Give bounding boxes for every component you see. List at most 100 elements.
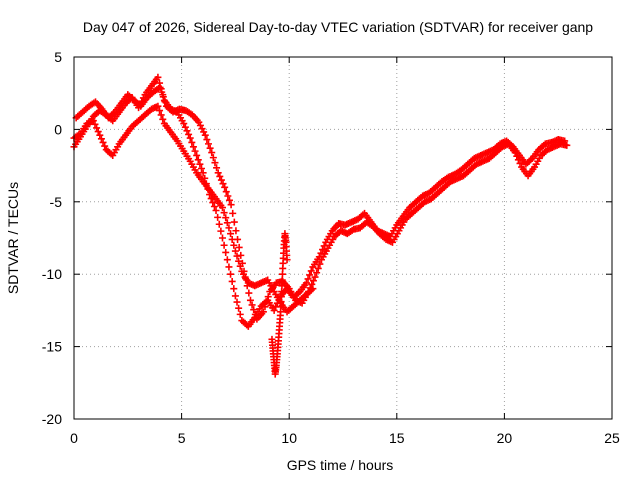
data-point-interp-track-a (233, 298, 241, 306)
data-point-track-a (180, 120, 188, 128)
data-point-interp-track-b (261, 303, 269, 311)
data-point-interp-track-a (319, 246, 327, 254)
data-point-track-c (309, 285, 317, 293)
data-point-track-c (231, 247, 239, 255)
data-point-interp-track-c (94, 128, 102, 136)
data-point-track-a (193, 151, 201, 159)
data-point-interp-track-b (217, 176, 225, 184)
data-point-interp-track-c (228, 235, 236, 243)
data-point-interp-track-c (156, 107, 164, 115)
data-point-interp-track-b (264, 293, 272, 301)
x-tick-label: 5 (178, 430, 186, 446)
data-point-interp-track-b (513, 152, 521, 160)
chart-title: Day 047 of 2026, Sidereal Day-to-day VTE… (83, 19, 593, 35)
x-axis-label: GPS time / hours (287, 457, 394, 473)
data-point-interp-track-c (91, 120, 99, 128)
data-point-interp-track-a (194, 156, 202, 164)
data-point-interp-track-a (198, 164, 206, 172)
data-point-interp-track-c (99, 138, 107, 146)
data-point-interp-track-c (222, 214, 230, 222)
data-point-interp-track-c (233, 252, 241, 260)
data-point-interp-track-a (304, 275, 312, 283)
data-point-interp-track-b (211, 159, 219, 167)
data-point-track-c (89, 117, 97, 125)
data-point-track-a (212, 206, 220, 214)
plot-frame (73, 56, 613, 420)
data-point-interp-track-b (203, 136, 211, 144)
data-point-interp-track-a (215, 220, 223, 228)
data-point-interp-track-c (227, 230, 235, 238)
data-point-interp-track-a (220, 241, 228, 249)
data-point-interp-track-b (316, 260, 324, 268)
data-point-interp-track-c (97, 135, 105, 143)
data-point-track-b (201, 131, 209, 139)
data-point-interp-track-a (307, 267, 315, 275)
data-point-interp-track-a (217, 227, 225, 235)
data-point-interp-track-b (206, 144, 214, 152)
data-point-track-a (225, 263, 233, 271)
data-point-interp-track-c (101, 142, 109, 150)
data-point-interp-track-c (236, 262, 244, 270)
data-point-interp-track-b (205, 140, 212, 148)
data-point-interp-track-b (235, 243, 243, 251)
data-point-interp-track-c (93, 124, 101, 132)
data-point-interp-track-b (229, 209, 237, 217)
data-point-interp-track-b (232, 227, 240, 235)
x-tick-label: 10 (281, 430, 297, 446)
y-tick-label: -5 (50, 194, 63, 210)
data-point-track-a (199, 169, 207, 177)
x-tick-label: 25 (604, 430, 620, 446)
data-point-interp-track-c (157, 111, 165, 119)
data-point-interp-track-a (235, 304, 243, 312)
data-point-interp-track-b (313, 269, 321, 277)
data-point-interp-track-c (223, 219, 231, 227)
y-tick-label: 0 (54, 121, 62, 137)
data-point-interp-track-b (213, 164, 221, 172)
data-point-track-a (186, 134, 194, 142)
data-point-track-b (227, 201, 235, 209)
data-point-interp-track-a (214, 213, 222, 221)
data-point-track-c (218, 204, 226, 212)
data-point-track-b (156, 83, 164, 91)
data-point-interp-track-a (227, 270, 235, 278)
data-point-interp-track-c (230, 241, 238, 249)
data-point-interp-track-b (224, 192, 232, 200)
data-point-interp-track-b (516, 159, 524, 167)
data-point-interp-track-b (209, 154, 217, 162)
data-point-interp-track-a (228, 277, 236, 285)
data-point-track-a (270, 306, 278, 314)
y-tick-label: 5 (54, 49, 62, 65)
data-point-interp-track-a (196, 160, 204, 168)
x-tick-label: 15 (389, 430, 405, 446)
data-point-track-b (259, 308, 267, 316)
x-tick-label: 20 (497, 430, 513, 446)
data-point-track-c (154, 102, 162, 110)
data-point-track-a (218, 234, 226, 242)
data-point-track-b (511, 149, 519, 157)
data-point-interp-track-a (188, 138, 196, 146)
y-tick-label: -15 (42, 339, 62, 355)
data-point-interp-track-a (183, 127, 191, 135)
y-tick-label: -20 (42, 411, 62, 427)
data-point-interp-track-b (161, 98, 169, 106)
data-point-interp-track-b (250, 306, 258, 314)
data-point-interp-track-a (236, 310, 244, 318)
data-point-interp-track-b (158, 88, 166, 96)
data-point-interp-track-c (235, 257, 243, 265)
data-point-interp-track-a (181, 123, 189, 131)
data-point-interp-track-b (263, 298, 271, 306)
data-point-interp-track-a (189, 143, 197, 151)
data-point-track-a (231, 292, 239, 300)
data-point-interp-track-b (230, 218, 238, 226)
data-point-interp-track-a (306, 271, 314, 279)
data-point-interp-track-b (248, 301, 256, 309)
data-point-track-b (214, 169, 222, 177)
data-point-interp-track-b (198, 125, 206, 133)
data-point-interp-track-b (514, 156, 522, 164)
data-point-interp-track-a (185, 130, 193, 138)
data-point-track-b (563, 141, 571, 149)
data-point-interp-track-c (159, 115, 167, 123)
data-point-interp-track-c (220, 209, 228, 217)
x-tick-label: 0 (70, 430, 78, 446)
data-point-interp-track-a (210, 203, 218, 211)
